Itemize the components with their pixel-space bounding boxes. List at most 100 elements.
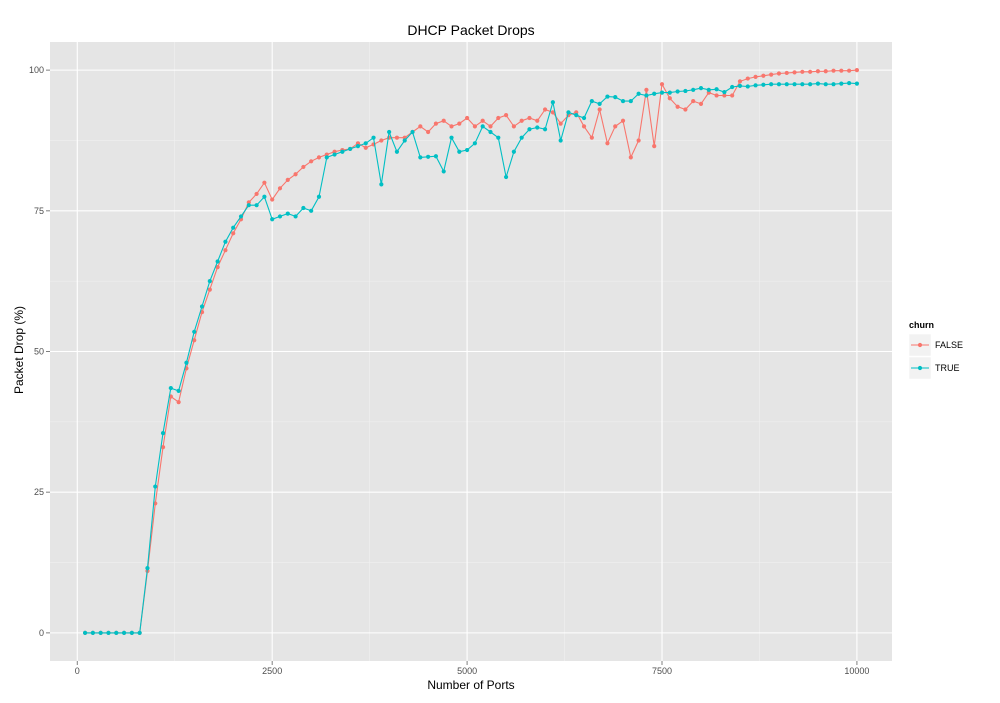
data-point [449, 124, 454, 129]
data-point [98, 630, 103, 635]
data-point [231, 225, 236, 230]
data-point [613, 95, 618, 100]
data-point [293, 172, 298, 177]
data-point [394, 149, 400, 154]
data-point [379, 182, 384, 187]
data-point [410, 129, 415, 135]
data-point [808, 69, 813, 74]
data-point [698, 86, 704, 91]
data-point [839, 81, 844, 86]
data-point [644, 93, 649, 98]
data-point [223, 248, 228, 253]
legend-key-false: FALSE [908, 333, 963, 357]
data-point [285, 211, 290, 216]
chart-title: DHCP Packet Drops [407, 22, 534, 38]
x-tick-label: 7500 [652, 666, 672, 676]
data-point [815, 69, 821, 74]
data-point [449, 135, 454, 140]
series-line [85, 69, 857, 634]
data-point [262, 180, 267, 185]
series-layer [82, 68, 860, 635]
data-point [340, 149, 345, 154]
data-point [465, 147, 470, 153]
data-point [519, 118, 524, 123]
data-point [371, 135, 376, 140]
data-point [737, 79, 743, 84]
data-point [550, 100, 555, 105]
data-point [714, 93, 719, 98]
data-point [675, 89, 680, 94]
data-point [184, 360, 189, 365]
y-axis: 0 25 50 75 100 [29, 65, 50, 638]
data-point [550, 110, 555, 115]
data-point [831, 68, 836, 73]
legend-label: TRUE [935, 363, 960, 373]
data-point [418, 124, 423, 129]
data-point [784, 82, 789, 87]
data-point [285, 177, 290, 182]
data-point [309, 159, 314, 164]
y-tick-label: 25 [34, 487, 44, 497]
data-point [730, 93, 735, 98]
data-point [667, 90, 672, 95]
data-point [737, 83, 743, 88]
data-point [176, 388, 181, 393]
series-line [85, 82, 857, 634]
data-point [784, 70, 789, 76]
data-point [644, 87, 649, 92]
data-point [769, 72, 774, 77]
data-point [589, 135, 594, 140]
data-point [238, 214, 244, 219]
y-tick-label: 0 [39, 628, 44, 638]
data-point [535, 125, 540, 130]
data-point [667, 96, 672, 101]
data-point [433, 121, 439, 126]
data-point [457, 121, 462, 126]
data-point [730, 84, 735, 90]
data-point [847, 80, 852, 86]
data-point [277, 186, 283, 191]
data-point [800, 69, 805, 74]
data-point [192, 329, 197, 334]
data-point [270, 197, 275, 202]
data-point [753, 83, 758, 88]
data-point [145, 566, 150, 571]
data-point [823, 82, 828, 87]
data-point [511, 124, 516, 129]
data-point [301, 205, 306, 211]
major-gridlines [50, 42, 892, 661]
data-point [605, 141, 610, 146]
data-point [535, 118, 540, 123]
data-point [316, 194, 322, 199]
data-point [254, 191, 259, 197]
data-point [246, 203, 251, 208]
legend: churn FALSE TRUE [908, 320, 963, 380]
x-tick-label: 5000 [457, 666, 477, 676]
data-point [628, 155, 633, 160]
data-point [301, 164, 306, 170]
legend-key-point [917, 342, 923, 348]
data-point [511, 149, 516, 154]
data-point [527, 115, 532, 121]
data-point [488, 124, 493, 129]
data-point [574, 113, 579, 118]
data-point [215, 264, 220, 270]
x-axis-title: Number of Ports [427, 678, 514, 692]
data-point [823, 69, 828, 74]
data-point [597, 101, 602, 106]
data-point [441, 169, 446, 174]
data-point [153, 484, 158, 489]
data-point [745, 76, 750, 81]
data-point [706, 87, 711, 92]
data-point [207, 287, 212, 292]
data-point [90, 630, 95, 635]
data-point [309, 208, 314, 213]
data-point [277, 214, 283, 219]
data-point [683, 107, 688, 112]
data-point [691, 98, 696, 104]
data-point [808, 82, 813, 87]
data-point [761, 82, 766, 87]
data-point [527, 127, 532, 132]
data-point [636, 91, 641, 96]
